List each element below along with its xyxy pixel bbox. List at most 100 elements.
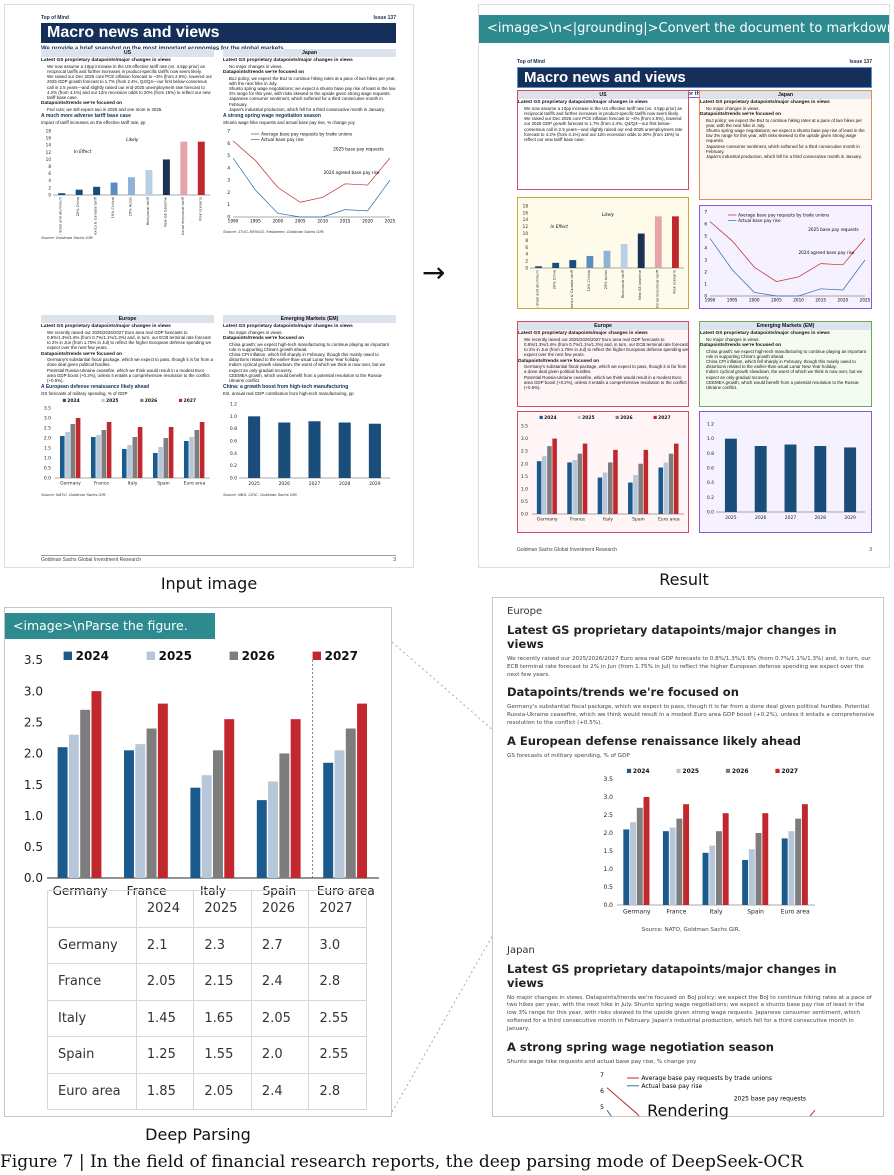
y-tick-label: 1.0 xyxy=(230,414,237,420)
em-h2: Datapoints/trends we're focused on xyxy=(223,335,305,341)
table-cell: 1.25 xyxy=(135,1036,195,1074)
annotation: 2024 agreed base pay rise xyxy=(799,250,855,255)
y-tick-label: 5 xyxy=(227,153,230,158)
table-header-cell: 2024 xyxy=(135,890,195,928)
y-tick-label: 1.5 xyxy=(521,474,528,480)
legend-swatch xyxy=(140,399,144,403)
res-japan-b1: No major changes in views. xyxy=(706,106,871,111)
rend-europe: Europe xyxy=(507,606,543,617)
table-cell: 2.05 xyxy=(135,963,195,1001)
bar-2025 xyxy=(68,734,79,878)
x-tick-label: 2010 xyxy=(317,218,328,223)
y-tick-label: 1.2 xyxy=(230,402,237,408)
rend-p2: Germany's substantial fiscal package, wh… xyxy=(507,704,875,727)
legend-label: 2025 xyxy=(582,415,595,421)
y-tick-label: 0.0 xyxy=(603,902,613,909)
x-tick-label: Spain xyxy=(747,908,764,915)
y-tick-label: 14 xyxy=(46,143,52,148)
annotation-in-effect: In Effect xyxy=(551,224,569,229)
x-tick-label: Euro area xyxy=(184,481,206,487)
x-tick-label: 2020 xyxy=(838,297,849,302)
rend-wage-chart: 01234567Average base pay requests by tra… xyxy=(600,1072,816,1116)
legend-swatch xyxy=(146,651,155,660)
res-em-b5: CEEMEA growth, which would benefit from … xyxy=(706,380,871,390)
table-header-cell: 2025 xyxy=(193,890,252,928)
series-line xyxy=(709,238,866,297)
x-tick-label: 25% Autos xyxy=(604,270,608,289)
bar-2024 xyxy=(190,787,201,878)
x-tick-label: Additional reciprocal tariff xyxy=(655,269,659,308)
doc-footer-text: Goldman Sachs Global Investment Research xyxy=(41,557,142,563)
bar-2026 xyxy=(132,437,138,479)
bar xyxy=(754,446,767,512)
res-em-b3: China CPI inflation, which fell sharply … xyxy=(706,359,871,369)
bar xyxy=(368,423,381,479)
y-tick-label: 12 xyxy=(523,224,529,229)
x-tick-label: Limited Mexico & Canada tariff xyxy=(570,269,574,308)
bar-2024 xyxy=(623,829,630,905)
defense-chart-mini: 0.0 0.5 1.0 1.5 2.0 2.5 3.0 3.5 Germany France Ita… xyxy=(44,398,210,487)
x-tick-label: France xyxy=(94,481,109,487)
table-header-cell xyxy=(47,890,137,928)
annotation: 2025 base pay requests xyxy=(808,227,858,232)
europe-b2: Germany's substantial fiscal package, wh… xyxy=(47,357,214,367)
bar-2024 xyxy=(658,467,664,514)
res-europe-b1: We recently raised our 2025/2026/2027 Eu… xyxy=(524,337,688,358)
table-cell: 2.3 xyxy=(193,926,252,964)
bar xyxy=(620,243,628,268)
res-em-h1: Latest GS proprietary datapoints/major c… xyxy=(700,331,830,337)
x-tick-label: Germany xyxy=(60,481,81,487)
rend-p4: No major changes in views. Datapoints/tr… xyxy=(507,994,872,1032)
legend-label: Average base pay requests by trade union… xyxy=(738,212,829,217)
y-tick-label: 2.0 xyxy=(24,747,43,761)
bar xyxy=(814,446,827,512)
x-tick-label: New GS baseline xyxy=(638,270,642,300)
x-tick-label: 2025 xyxy=(248,481,260,487)
res-europe-column: Europe Latest GS proprietary datapoints/… xyxy=(517,321,689,407)
annotation-likely: Likely xyxy=(602,212,615,217)
bar-2025 xyxy=(669,827,676,905)
x-tick-label: Risk scenario xyxy=(198,197,202,221)
res-footer: Goldman Sachs Global Investment Research… xyxy=(517,547,872,553)
us-b3: Fed cuts; we still expect two in 2025 an… xyxy=(47,107,214,112)
y-tick-label: 3.5 xyxy=(521,424,528,430)
y-tick-label: 0.8 xyxy=(707,451,714,457)
rend-h4: Latest GS proprietary datapoints/major c… xyxy=(507,961,837,990)
y-tick-label: 3.0 xyxy=(603,794,613,801)
y-tick-label: 0.2 xyxy=(707,495,714,501)
bar-2025 xyxy=(630,821,636,905)
bar-2026 xyxy=(279,753,290,878)
y-tick-label: 5 xyxy=(704,233,707,238)
res-japan-b3: Shunto spring wage negotiations; we expe… xyxy=(706,128,871,144)
bar xyxy=(93,186,101,196)
legend-label: Actual base pay rise xyxy=(641,1082,702,1089)
bar-2026 xyxy=(755,832,762,905)
bar-2026 xyxy=(80,709,91,878)
res-issue: Issue 137 xyxy=(849,59,872,65)
table-cell: 2.7 xyxy=(250,926,310,964)
res-page-number: 3 xyxy=(869,547,872,553)
europe-column: Europe Latest GS proprietary datapoints/… xyxy=(41,315,214,545)
x-tick-label: Germany xyxy=(537,516,558,522)
tariff-chart: 0 2 4 6 8 10 12 14 16 18 20% Steel and aluminum 20%… xyxy=(46,128,210,252)
x-tick-label: 2000 xyxy=(749,297,760,302)
y-tick-label: 8 xyxy=(525,238,528,243)
bar-2026 xyxy=(547,446,552,514)
rend-p1: We recently raised our 2025/2026/2027 Eu… xyxy=(507,656,871,678)
x-tick-label: New GS baseline xyxy=(163,197,167,227)
bar xyxy=(552,262,560,268)
doc-title: Macro news and views xyxy=(41,23,396,43)
res-em-heading: Emerging Markets (EM) xyxy=(700,322,871,331)
em-column: Emerging Markets (EM) Latest GS propriet… xyxy=(223,315,396,545)
rend-h5: A strong spring wage negotiation season xyxy=(507,1039,774,1054)
bar-2026 xyxy=(213,750,223,878)
y-tick-label: 18 xyxy=(46,128,52,133)
table-row: Italy 1.45 1.65 2.05 2.55 xyxy=(47,999,367,1037)
bar xyxy=(58,193,66,196)
x-tick-label: 2028 xyxy=(815,515,827,521)
x-tick-label: Spain xyxy=(157,481,170,487)
bar xyxy=(278,422,291,479)
legend-label: 2025 xyxy=(682,768,699,775)
y-tick-label: 12 xyxy=(46,150,52,155)
res-em-h2: Datapoints/trends we're focused on xyxy=(700,342,782,348)
